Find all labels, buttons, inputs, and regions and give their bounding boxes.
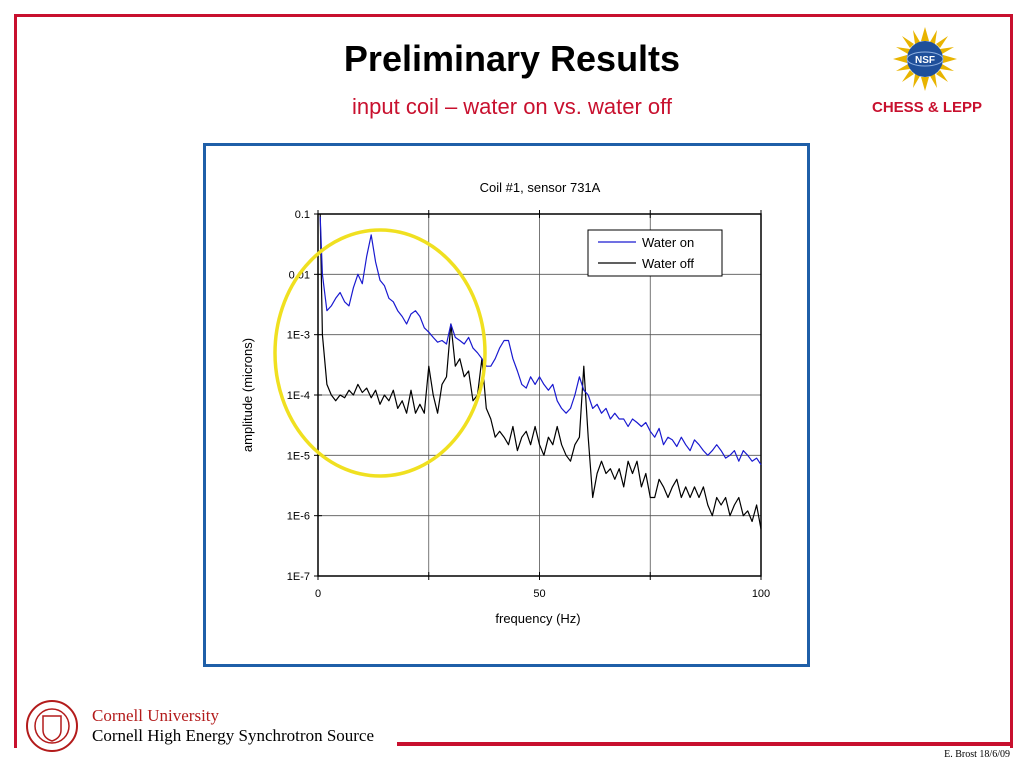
chart-legend: Water on Water off — [587, 229, 723, 277]
series-line-water-on — [319, 216, 762, 466]
x-tick-label: 50 — [533, 588, 545, 600]
y-tick-label: 0.1 — [295, 209, 310, 221]
x-tick-label: 100 — [752, 588, 770, 600]
y-tick-label: 1E-7 — [287, 571, 310, 583]
x-tick-label: 0 — [315, 588, 321, 600]
highlight-ellipse — [273, 228, 487, 478]
y-tick-label: 1E-6 — [287, 511, 310, 523]
footer-rule — [397, 742, 1010, 746]
chart-container — [203, 143, 810, 667]
y-axis-label: amplitude (microns) — [240, 338, 255, 452]
nsf-logo-icon: NSF — [893, 27, 957, 91]
legend-box — [587, 229, 723, 277]
x-axis-label: frequency (Hz) — [495, 611, 580, 626]
y-tick-label: 1E-3 — [287, 330, 310, 342]
slide-title: Preliminary Results — [343, 38, 681, 79]
footer-note: E. Brost 18/6/09 — [944, 749, 1010, 760]
cornell-university-name: Cornell University — [92, 706, 220, 725]
series-line-water-off — [319, 213, 762, 530]
legend-label-water-off: Water off — [642, 256, 694, 271]
chart-series — [319, 213, 762, 530]
org-label: CHESS & LEPP — [871, 99, 983, 116]
slide-subtitle: input coil – water on vs. water off — [352, 94, 672, 119]
y-tick-label: 1E-5 — [287, 450, 310, 462]
nsf-logo-text: NSF — [915, 55, 935, 66]
legend-label-water-on: Water on — [642, 235, 694, 250]
chart-title: Coil #1, sensor 731A — [480, 180, 601, 195]
y-tick-label: 1E-4 — [287, 390, 310, 402]
cornell-source-name: Cornell High Energy Synchrotron Source — [92, 726, 375, 745]
slide-frame — [14, 14, 1013, 748]
cornell-seal-icon — [26, 700, 78, 752]
